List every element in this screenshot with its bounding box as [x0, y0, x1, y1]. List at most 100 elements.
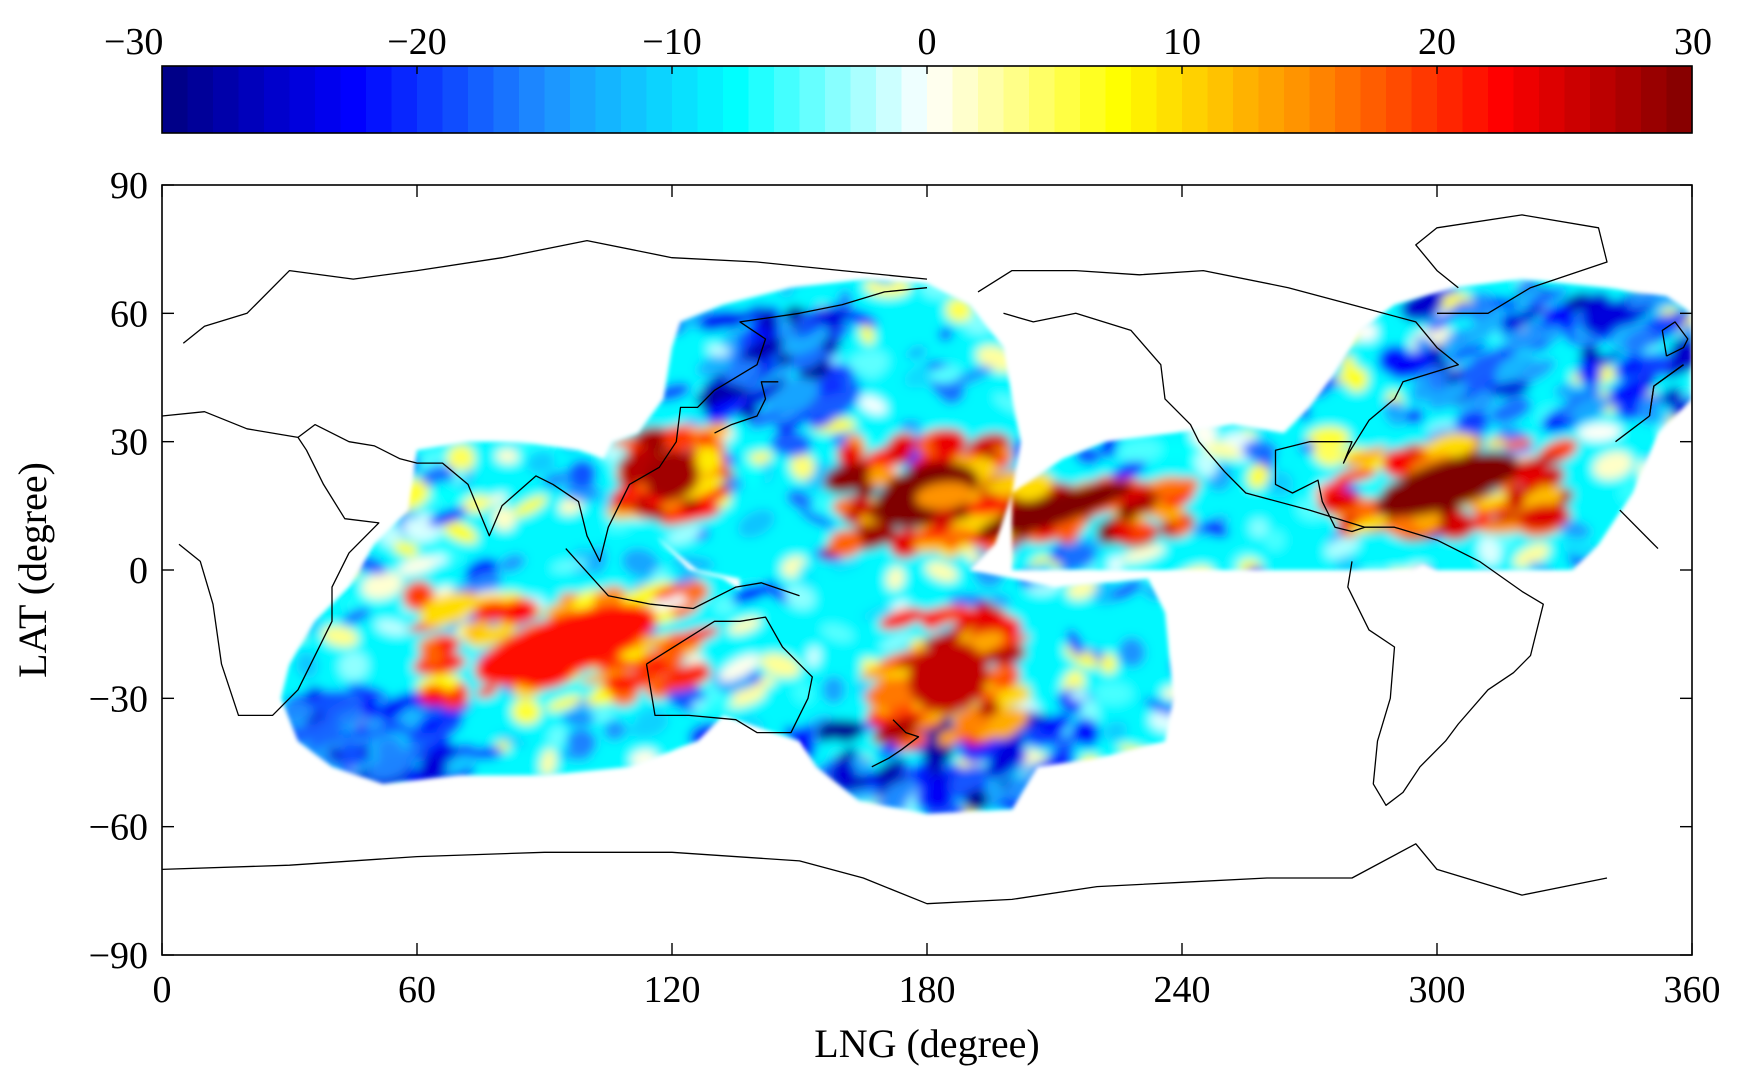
- field-patch: [696, 277, 714, 297]
- field-patch: [925, 561, 958, 582]
- field-patch: [781, 324, 829, 356]
- field-patch: [1622, 651, 1654, 668]
- field-patch: [1442, 747, 1458, 764]
- field-patch: [1400, 289, 1444, 321]
- field-patch: [339, 651, 368, 680]
- field-patch: [821, 624, 854, 642]
- colorbar-swatch: [595, 66, 622, 133]
- field-patch: [1354, 322, 1378, 342]
- field-patch: [588, 545, 608, 575]
- field-patch: [790, 453, 815, 480]
- colorbar-swatch: [1258, 66, 1285, 133]
- field-patch: [920, 609, 942, 630]
- field-patch: [623, 725, 653, 738]
- field-patch: [922, 629, 965, 646]
- field-patch: [981, 449, 999, 459]
- field-patch: [1646, 453, 1681, 471]
- field-patch: [1571, 678, 1596, 695]
- colorbar-swatch: [1437, 66, 1464, 133]
- field-patch: [1577, 358, 1601, 387]
- field-patch: [1320, 287, 1358, 314]
- field-patch: [361, 571, 403, 600]
- field-patch: [414, 308, 439, 326]
- field-patch: [470, 351, 507, 373]
- field-patch: [1232, 282, 1278, 296]
- coastline: [162, 843, 1608, 905]
- field-patch: [621, 403, 653, 422]
- field-patch: [1242, 440, 1278, 461]
- coastline: [977, 269, 1459, 533]
- colorbar-swatch: [1360, 66, 1387, 133]
- field-patch: [295, 414, 320, 439]
- field-patch: [1593, 451, 1633, 480]
- field-patch: [1490, 396, 1532, 425]
- field-patch: [213, 708, 243, 728]
- field-patch: [1369, 697, 1402, 710]
- field-patch: [334, 375, 365, 386]
- field-patch: [1066, 628, 1084, 657]
- coastline: [1619, 509, 1659, 550]
- x-tick-label: 60: [398, 969, 436, 1011]
- field-patch: [855, 484, 877, 498]
- field-patch: [1495, 353, 1537, 388]
- colorbar-swatch: [1411, 66, 1438, 133]
- field-patch: [831, 720, 864, 742]
- field-patch: [633, 426, 666, 446]
- field-patch: [823, 462, 872, 494]
- field-patch: [321, 695, 368, 725]
- field-patch: [520, 370, 556, 383]
- field-patch: [1618, 479, 1637, 503]
- field-patch: [989, 594, 1012, 605]
- field-patch: [964, 790, 989, 812]
- field-patch: [728, 616, 761, 635]
- field-patch: [1363, 813, 1378, 826]
- field-patch: [367, 755, 411, 781]
- field-patch: [1154, 326, 1196, 350]
- colorbar-swatch: [1564, 66, 1591, 133]
- field-patch: [985, 733, 1027, 761]
- field-patch: [1111, 579, 1143, 601]
- field-patch: [872, 757, 906, 782]
- field-patch: [439, 519, 478, 544]
- y-tick-label: 60: [110, 293, 148, 335]
- field-patch: [698, 694, 735, 716]
- colorbar-swatch: [162, 66, 189, 133]
- field-patch: [1626, 288, 1661, 309]
- field-patch: [1360, 570, 1399, 586]
- field-patch: [669, 663, 710, 678]
- field-patch: [1153, 440, 1189, 462]
- field-patch: [474, 603, 657, 686]
- field-patch: [737, 509, 776, 538]
- field-patch: [1118, 397, 1139, 428]
- field-patch: [461, 409, 504, 432]
- field-patch: [1253, 418, 1279, 439]
- field-patch: [1669, 707, 1692, 722]
- field-patch: [1226, 599, 1243, 628]
- field-patch: [1537, 664, 1572, 685]
- field-patch: [830, 760, 857, 787]
- field-patch: [460, 355, 486, 376]
- field-patch: [1425, 433, 1478, 459]
- field-patch: [369, 303, 392, 329]
- field-patch: [860, 324, 875, 345]
- y-axis: 90 60 30 0 −30 −60 −90: [89, 165, 1692, 977]
- colorbar-swatch: [850, 66, 877, 133]
- field-patch: [1295, 398, 1311, 421]
- field-patch: [1543, 621, 1590, 644]
- field-patch: [1445, 630, 1466, 643]
- field-patch: [1130, 275, 1157, 297]
- field-patch: [728, 576, 771, 587]
- field-patch: [1656, 814, 1692, 834]
- field-patch: [394, 540, 408, 555]
- field-patch: [1619, 708, 1640, 735]
- field-patch: [211, 761, 239, 781]
- field-patch: [175, 345, 207, 357]
- field-patch: [859, 395, 887, 415]
- field-patch: [1182, 604, 1216, 618]
- field-patch: [1517, 572, 1553, 603]
- field-patch: [397, 556, 438, 576]
- colorbar-tick-label: −30: [104, 21, 163, 63]
- field-patch: [879, 607, 924, 630]
- field-patch: [1190, 763, 1208, 789]
- field-patch: [1247, 464, 1269, 489]
